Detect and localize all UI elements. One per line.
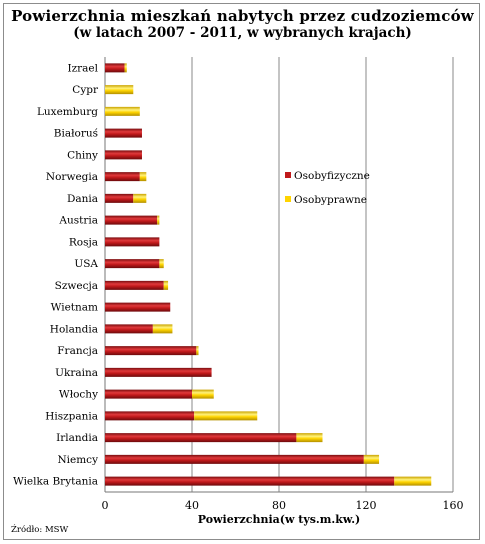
- bar-segment: [196, 346, 199, 356]
- bar-segment: [163, 280, 169, 290]
- bar-segment: [105, 172, 140, 182]
- bar-segment: [105, 454, 364, 464]
- x-tick-label: 160: [443, 499, 464, 512]
- category-label: Hiszpania: [45, 410, 98, 422]
- category-label: Izrael: [67, 62, 98, 74]
- category-label: USA: [74, 258, 98, 270]
- bar-segment: [394, 476, 432, 486]
- x-tick-label: 40: [185, 499, 199, 512]
- bar-segment: [105, 324, 153, 334]
- bar-segment: [105, 237, 160, 247]
- bar-segment: [105, 259, 160, 269]
- chart-title: Powierzchnia mieszkań nabytych przez cud…: [11, 7, 474, 25]
- category-label: Włochy: [59, 389, 98, 401]
- bar-segment: [152, 324, 173, 334]
- category-label: Dania: [67, 193, 98, 205]
- bar-segment: [105, 150, 142, 160]
- category-label: Irlandia: [56, 432, 98, 444]
- bar-segment: [105, 411, 195, 421]
- bar-segment: [105, 63, 125, 73]
- category-label: Niemcy: [57, 454, 98, 466]
- bar-segment: [105, 302, 171, 312]
- bar-segment: [105, 367, 212, 377]
- legend-label-osobyfizyczne: Osobyfizyczne: [294, 170, 370, 182]
- x-tick-label: 0: [102, 499, 109, 512]
- legend-swatch-osobyfizyczne: [285, 172, 291, 178]
- category-label: Białoruś: [54, 128, 98, 140]
- bars: [105, 63, 432, 486]
- bar-segment: [133, 193, 147, 203]
- legend-swatch-osobyprawne: [285, 196, 291, 202]
- bar-segment: [363, 454, 380, 464]
- x-tick-label: 80: [272, 499, 286, 512]
- category-label: Holandia: [50, 323, 98, 335]
- bar-segment: [105, 346, 197, 356]
- category-label: Cypr: [72, 84, 99, 96]
- category-label: Rosja: [69, 236, 98, 248]
- legend-label-osobyprawne: Osobyprawne: [294, 194, 367, 206]
- category-label: Wielka Brytania: [13, 476, 98, 488]
- category-label: Ukraina: [55, 367, 98, 379]
- bar-segment: [124, 63, 127, 73]
- bar-segment: [194, 411, 258, 421]
- bar-segment: [105, 280, 164, 290]
- bar-segment: [192, 389, 214, 399]
- chart-frame: [3, 3, 480, 540]
- bar-segment: [105, 193, 134, 203]
- category-label: Szwecja: [55, 280, 98, 292]
- source-note: Źródło: MSW: [11, 525, 69, 535]
- category-label: Austria: [58, 215, 98, 227]
- x-axis-title: Powierzchnia(w tys.m.kw.): [198, 513, 361, 526]
- bar-segment: [105, 128, 142, 138]
- bar-segment: [105, 215, 158, 225]
- category-labels: Izrael Cypr Luxemburg Białoruś Chiny Norwegia…: [13, 62, 99, 487]
- bar-segment: [105, 433, 297, 443]
- category-label: Norwegia: [46, 171, 98, 183]
- category-label: Wietnam: [51, 302, 98, 314]
- bar-segment: [105, 476, 395, 486]
- bar-segment: [139, 172, 147, 182]
- category-label: Luxemburg: [37, 106, 98, 118]
- bar-segment: [296, 433, 323, 443]
- grid-lines: [191, 57, 454, 492]
- legend: Osobyfizyczne Osobyprawne: [285, 170, 370, 206]
- bar-segment: [159, 259, 164, 269]
- x-tick-label: 120: [356, 499, 377, 512]
- chart-subtitle: (w latach 2007 - 2011, w wybranych kraja…: [73, 25, 412, 41]
- bar-segment: [105, 106, 140, 116]
- category-label: Francja: [57, 345, 98, 357]
- bar-segment: [105, 389, 192, 399]
- bar-segment: [105, 85, 134, 95]
- category-label: Chiny: [67, 149, 98, 161]
- bar-segment: [157, 215, 160, 225]
- x-tick-labels: 0 40 80 120 160: [102, 499, 464, 512]
